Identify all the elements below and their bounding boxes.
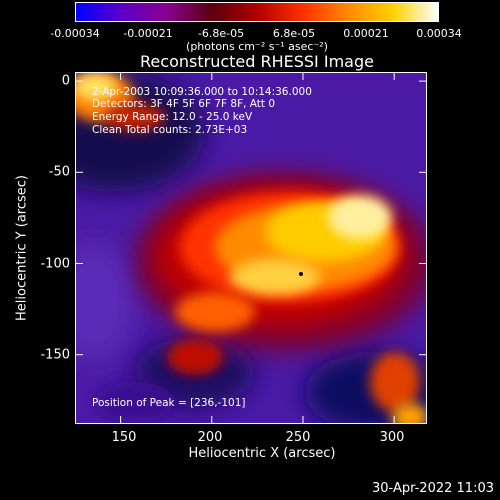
heatmap-blob [370, 352, 420, 412]
heatmap-blob [105, 103, 165, 131]
colorbar-tick-label: 6.8e-05 [272, 27, 316, 40]
colorbar-tick-label: -0.00021 [123, 27, 173, 40]
heatmap-blob [230, 259, 320, 295]
y-axis-label: Heliocentric Y (arcsec) [14, 175, 30, 321]
detectors-label: Detectors: 3F 4F 5F 6F 7F 8F, Att 0 [92, 98, 276, 110]
clean-total-counts-label: Clean Total counts: 2.73E+03 [92, 124, 248, 136]
colorbar-tick-label: 0.00034 [416, 27, 462, 40]
x-tick-label: 150 [111, 430, 137, 445]
colorbar [75, 2, 439, 22]
axis-ticks [75, 72, 427, 424]
x-tick-label: 250 [285, 430, 311, 445]
y-tick-label: 0 [61, 73, 70, 89]
colorbar-tick-label: -6.8e-05 [197, 27, 245, 40]
timestamp: 30-Apr-2022 11:03 [372, 481, 494, 496]
heatmap-blob [175, 292, 255, 332]
heatmap-blob [328, 195, 392, 239]
heatmap-field [75, 72, 427, 424]
peak-position-label: Position of Peak = [236,-101] [92, 397, 246, 409]
x-tick-label: 200 [197, 430, 223, 445]
x-tick-label: 300 [379, 430, 405, 445]
heatmap-blob [75, 242, 135, 362]
y-tick-label: -100 [40, 256, 70, 272]
colorbar-tick-label: 0.00021 [343, 27, 389, 40]
y-tick-label: -150 [40, 347, 70, 363]
heatmap-blob [167, 339, 223, 375]
heatmap-blob [75, 73, 117, 101]
plot-border [75, 72, 427, 424]
colorbar-units: (photons cm⁻² s⁻¹ asec⁻²) [186, 40, 328, 53]
heatmap-blob [95, 382, 175, 422]
colorbar-tick-label: -0.00034 [50, 27, 100, 40]
heatmap-blob [392, 403, 427, 424]
chart-title: Reconstructed RHESSI Image [140, 52, 374, 71]
x-axis-label: Heliocentric X (arcsec) [188, 446, 336, 461]
energy-range-label: Energy Range: 12.0 - 25.0 keV [92, 111, 253, 123]
observation-time: 2-Apr-2003 10:09:36.000 to 10:14:36.000 [92, 86, 312, 98]
heatmap-plot [75, 72, 427, 424]
peak-marker [299, 272, 303, 276]
y-tick-label: -50 [48, 164, 70, 180]
